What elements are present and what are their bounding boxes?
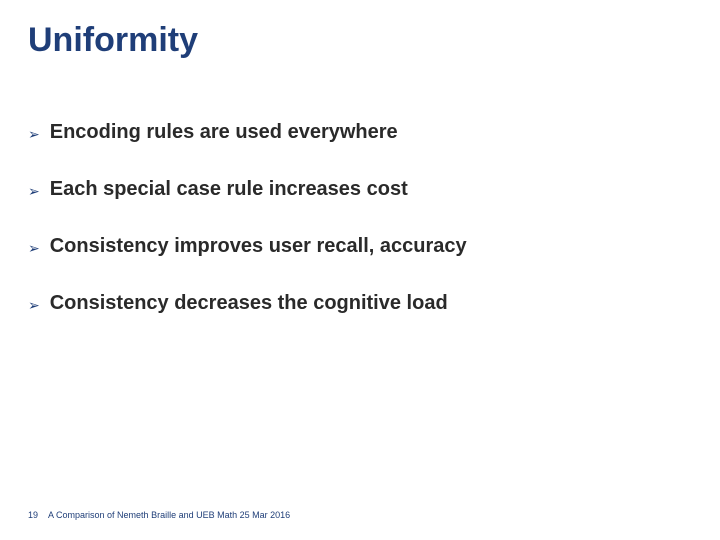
slide-title: Uniformity xyxy=(28,22,692,59)
list-item: ➢ Consistency improves user recall, accu… xyxy=(28,235,692,258)
bullet-list: ➢ Encoding rules are used everywhere ➢ E… xyxy=(28,121,692,315)
chevron-right-icon: ➢ xyxy=(28,297,40,314)
bullet-text: Consistency decreases the cognitive load xyxy=(50,292,448,315)
slide: Uniformity ➢ Encoding rules are used eve… xyxy=(0,0,720,540)
list-item: ➢ Encoding rules are used everywhere xyxy=(28,121,692,144)
bullet-text: Encoding rules are used everywhere xyxy=(50,121,398,144)
chevron-right-icon: ➢ xyxy=(28,183,40,200)
page-number: 19 xyxy=(28,510,38,520)
slide-footer: 19 A Comparison of Nemeth Braille and UE… xyxy=(28,510,290,520)
bullet-text: Each special case rule increases cost xyxy=(50,178,408,201)
bullet-text: Consistency improves user recall, accura… xyxy=(50,235,467,258)
footer-text: A Comparison of Nemeth Braille and UEB M… xyxy=(48,510,290,520)
list-item: ➢ Consistency decreases the cognitive lo… xyxy=(28,292,692,315)
chevron-right-icon: ➢ xyxy=(28,126,40,143)
list-item: ➢ Each special case rule increases cost xyxy=(28,178,692,201)
chevron-right-icon: ➢ xyxy=(28,240,40,257)
